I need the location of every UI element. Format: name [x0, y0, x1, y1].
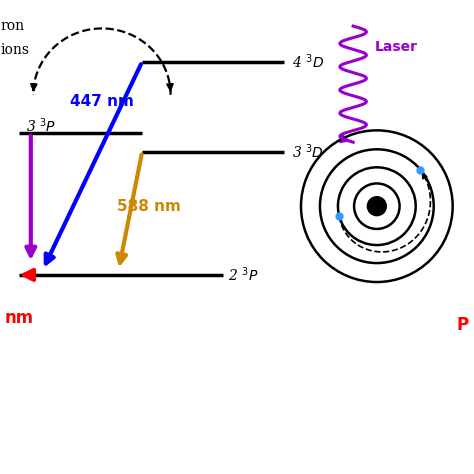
Text: 447 nm: 447 nm: [70, 94, 134, 109]
Text: 588 nm: 588 nm: [118, 199, 181, 214]
Text: ions: ions: [0, 43, 29, 57]
Text: ron: ron: [0, 19, 24, 33]
Text: P: P: [456, 316, 468, 334]
Text: 4 $^3D$: 4 $^3D$: [292, 52, 324, 71]
Text: nm: nm: [5, 309, 34, 327]
Text: 3 $^3D$: 3 $^3D$: [292, 142, 323, 161]
Text: 2 $^3P$: 2 $^3P$: [228, 265, 258, 284]
Text: 3 $^3P$: 3 $^3P$: [26, 116, 56, 135]
Circle shape: [367, 197, 386, 216]
Text: Laser: Laser: [374, 40, 418, 55]
